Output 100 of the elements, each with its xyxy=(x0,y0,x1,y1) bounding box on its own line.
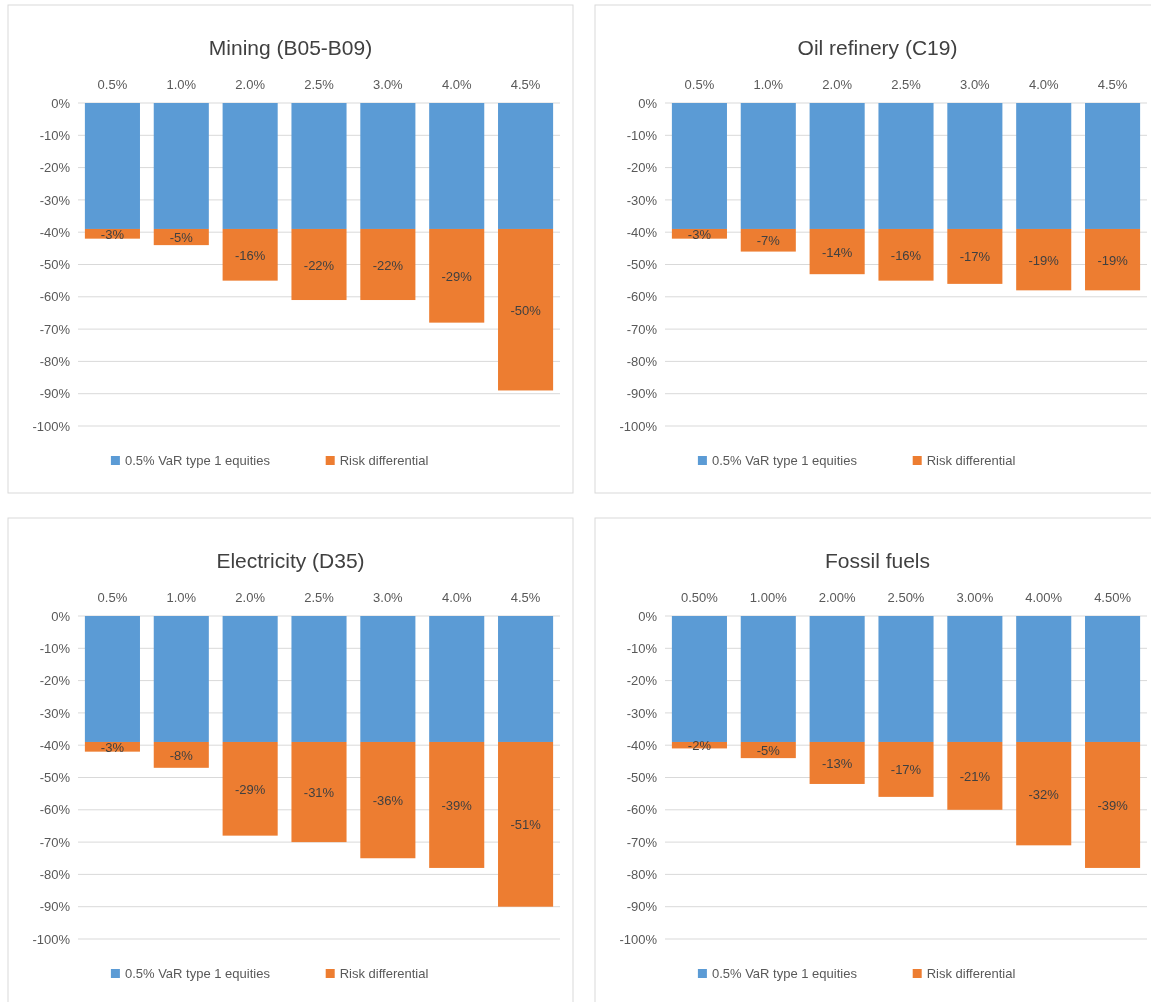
y-tick-label: -10% xyxy=(626,640,658,656)
x-tick-label: 0.50% xyxy=(680,590,719,605)
data-label: -16% xyxy=(234,247,266,263)
y-tick-label: -10% xyxy=(39,127,71,143)
x-tick-label: 4.50% xyxy=(1094,590,1132,605)
data-label: -13% xyxy=(821,755,853,771)
data-label: -5% xyxy=(756,743,781,759)
x-tick-label: 3.0% xyxy=(373,77,404,92)
x-tick-label: 0.5% xyxy=(97,590,128,605)
x-tick-label: 2.0% xyxy=(235,77,266,92)
x-tick-label: 4.5% xyxy=(510,590,541,605)
chart-title: Mining (B05-B09) xyxy=(208,36,373,59)
y-tick-label: -60% xyxy=(626,802,658,818)
x-tick-label: 2.0% xyxy=(822,77,853,92)
x-tick-label: 4.5% xyxy=(510,77,541,92)
y-tick-label: -10% xyxy=(39,640,71,656)
y-tick-label: -70% xyxy=(39,321,71,337)
chart-title: Oil refinery (C19) xyxy=(797,36,958,59)
data-label: -16% xyxy=(890,247,922,263)
legend-label: Risk differential xyxy=(339,453,429,468)
x-tick-label: 3.00% xyxy=(956,590,994,605)
data-label: -22% xyxy=(372,257,404,273)
data-label: -21% xyxy=(959,768,991,784)
x-tick-label: 1.0% xyxy=(166,590,197,605)
y-tick-label: -30% xyxy=(626,192,658,208)
legend-label: 0.5% VaR type 1 equities xyxy=(124,966,271,981)
y-tick-label: -30% xyxy=(39,705,71,721)
y-tick-label: -20% xyxy=(626,160,658,176)
x-tick-label: 4.0% xyxy=(441,590,472,605)
y-tick-label: -60% xyxy=(39,289,71,305)
y-tick-label: -80% xyxy=(626,354,658,370)
data-label: -36% xyxy=(372,793,404,809)
data-label: -3% xyxy=(100,226,125,242)
y-tick-label: -80% xyxy=(39,354,71,370)
data-label: -3% xyxy=(687,226,712,242)
data-label: -19% xyxy=(1097,252,1129,268)
legend-label: Risk differential xyxy=(926,453,1016,468)
x-tick-label: 4.00% xyxy=(1025,590,1063,605)
y-tick-label: 0% xyxy=(638,608,658,624)
data-label: -8% xyxy=(169,747,194,763)
x-tick-label: 3.0% xyxy=(373,590,404,605)
x-tick-label: 1.0% xyxy=(166,77,197,92)
y-tick-label: 0% xyxy=(51,608,71,624)
data-label: -3% xyxy=(100,739,125,755)
data-label: -22% xyxy=(303,257,335,273)
y-tick-label: -100% xyxy=(32,418,71,434)
x-tick-label: 4.0% xyxy=(441,77,472,92)
y-tick-label: -40% xyxy=(626,224,658,240)
legend-label: Risk differential xyxy=(926,966,1016,981)
data-label: -29% xyxy=(441,268,473,284)
x-tick-label: 2.00% xyxy=(818,590,857,605)
data-label: -51% xyxy=(510,817,542,833)
legend-label: Risk differential xyxy=(339,966,429,981)
y-tick-label: -50% xyxy=(626,770,658,786)
x-tick-label: 4.5% xyxy=(1097,77,1128,92)
y-tick-label: -100% xyxy=(619,931,658,947)
y-tick-label: -90% xyxy=(626,899,658,915)
data-label: -7% xyxy=(756,233,781,249)
y-tick-label: -50% xyxy=(626,257,658,273)
legend-label: 0.5% VaR type 1 equities xyxy=(124,453,271,468)
data-label: -19% xyxy=(1028,252,1060,268)
data-label: -17% xyxy=(890,762,922,778)
y-tick-label: -20% xyxy=(39,673,71,689)
legend-label: 0.5% VaR type 1 equities xyxy=(711,966,858,981)
chart-title: Electricity (D35) xyxy=(216,549,365,572)
y-tick-label: -100% xyxy=(619,418,658,434)
x-tick-label: 1.0% xyxy=(753,77,784,92)
y-tick-label: -40% xyxy=(39,737,71,753)
y-tick-label: -40% xyxy=(39,224,71,240)
x-tick-label: 3.0% xyxy=(960,77,991,92)
y-tick-label: -20% xyxy=(39,160,71,176)
chart-title: Fossil fuels xyxy=(824,549,931,572)
x-tick-label: 2.50% xyxy=(887,590,925,605)
x-tick-label: 2.0% xyxy=(235,590,266,605)
x-tick-label: 2.5% xyxy=(891,77,922,92)
data-label: -50% xyxy=(510,302,542,318)
x-tick-label: 0.5% xyxy=(97,77,128,92)
y-tick-label: -50% xyxy=(39,770,71,786)
x-tick-label: 2.5% xyxy=(304,77,335,92)
x-tick-label: 0.5% xyxy=(684,77,715,92)
y-tick-label: -20% xyxy=(626,673,658,689)
data-label: -39% xyxy=(441,797,473,813)
x-tick-label: 4.0% xyxy=(1028,77,1059,92)
data-label: -5% xyxy=(169,230,194,246)
y-tick-label: -80% xyxy=(39,867,71,883)
data-label: -17% xyxy=(959,249,991,265)
y-tick-label: 0% xyxy=(51,95,71,111)
legend-label: 0.5% VaR type 1 equities xyxy=(711,453,858,468)
y-tick-label: -100% xyxy=(32,931,71,947)
data-label: -39% xyxy=(1097,797,1129,813)
y-tick-label: -80% xyxy=(626,867,658,883)
data-label: -32% xyxy=(1028,786,1060,802)
y-tick-label: -40% xyxy=(626,737,658,753)
y-tick-label: -70% xyxy=(626,321,658,337)
data-label: -29% xyxy=(234,781,266,797)
x-tick-label: 2.5% xyxy=(304,590,335,605)
y-tick-label: -30% xyxy=(626,705,658,721)
y-tick-label: -70% xyxy=(39,834,71,850)
y-tick-label: -90% xyxy=(39,899,71,915)
y-tick-label: -90% xyxy=(626,386,658,402)
